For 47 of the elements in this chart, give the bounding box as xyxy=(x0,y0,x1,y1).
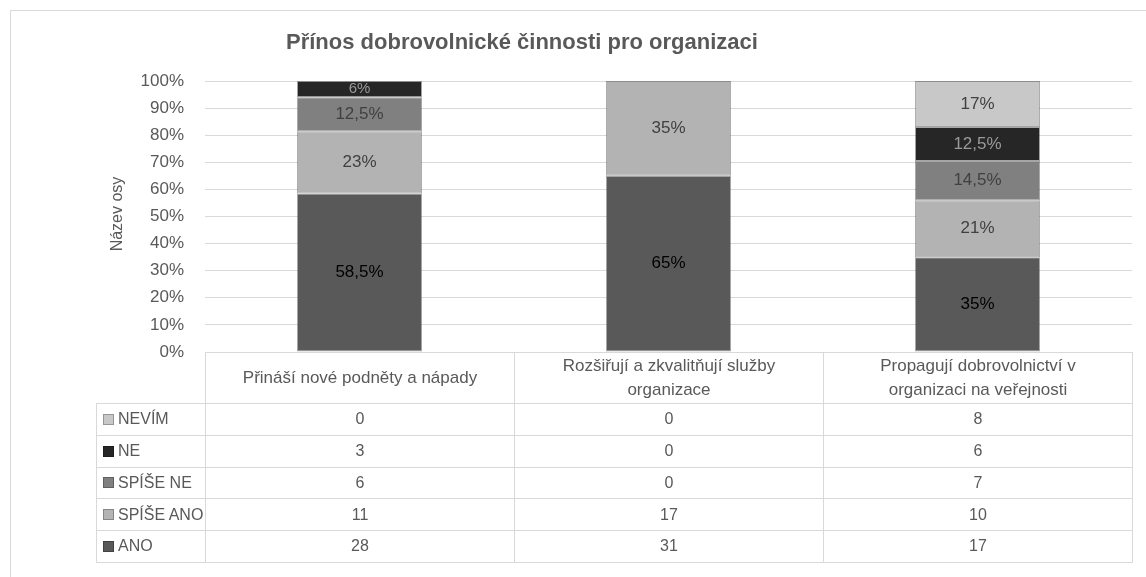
data-label: 21% xyxy=(960,218,995,238)
text: 0 xyxy=(664,409,674,430)
text: 8 xyxy=(973,409,983,430)
x-tick-label: Rozšiřují a zkvalitňují služby organizace xyxy=(561,355,777,401)
text: 0 xyxy=(664,441,674,461)
y-tick-label: 60% xyxy=(149,179,184,199)
text: 17 xyxy=(660,504,678,525)
y-tick-label: 0% xyxy=(159,341,184,361)
y-tick-label: 70% xyxy=(149,151,184,171)
data-label: 14,5% xyxy=(953,170,1002,190)
data-label: 65% xyxy=(651,253,686,273)
legend-label: SPÍŠE NE xyxy=(118,472,192,493)
text: 10 xyxy=(969,504,987,525)
data-label: 12,5% xyxy=(335,103,384,123)
text: 31 xyxy=(660,536,678,557)
data-label: 58,5% xyxy=(335,262,384,282)
legend-label: SPÍŠE ANO xyxy=(118,504,204,525)
data-label: 6% xyxy=(348,79,371,97)
data-label: 35% xyxy=(651,118,686,138)
text: 0 xyxy=(664,472,674,493)
y-tick-label: 40% xyxy=(149,233,184,253)
x-tick-label: Přináší nové podněty a nápady xyxy=(242,367,478,390)
text: 28 xyxy=(351,536,369,557)
legend-label: NE xyxy=(118,441,141,461)
y-tick-label: 80% xyxy=(149,124,184,144)
y-tick-label: 20% xyxy=(149,287,184,307)
text: 11 xyxy=(351,504,369,525)
text: 6 xyxy=(355,472,365,493)
text: 6 xyxy=(973,441,983,461)
data-label: 35% xyxy=(960,294,995,314)
data-label: 23% xyxy=(342,151,377,171)
data-label: 17% xyxy=(960,93,995,113)
text: 7 xyxy=(973,472,983,493)
y-tick-label: 50% xyxy=(149,206,184,226)
y-tick-label: 10% xyxy=(149,314,184,334)
y-tick-label: 90% xyxy=(149,97,184,117)
legend-label: ANO xyxy=(118,536,153,557)
data-label: 12,5% xyxy=(953,133,1002,153)
x-tick-label: Propagují dobrovolnictví v organizaci na veřejnosti xyxy=(879,355,1077,401)
y-tick-label: 30% xyxy=(149,260,184,280)
text: 17 xyxy=(969,536,987,557)
chart-title: Přínos dobrovolnické činnosti pro organizaci xyxy=(286,29,758,55)
text: 0 xyxy=(355,409,365,430)
legend-label: NEVÍM xyxy=(118,408,169,430)
text: 3 xyxy=(355,441,365,461)
y-axis-title: Název osy xyxy=(108,176,126,252)
y-tick-label: 100% xyxy=(140,70,184,90)
